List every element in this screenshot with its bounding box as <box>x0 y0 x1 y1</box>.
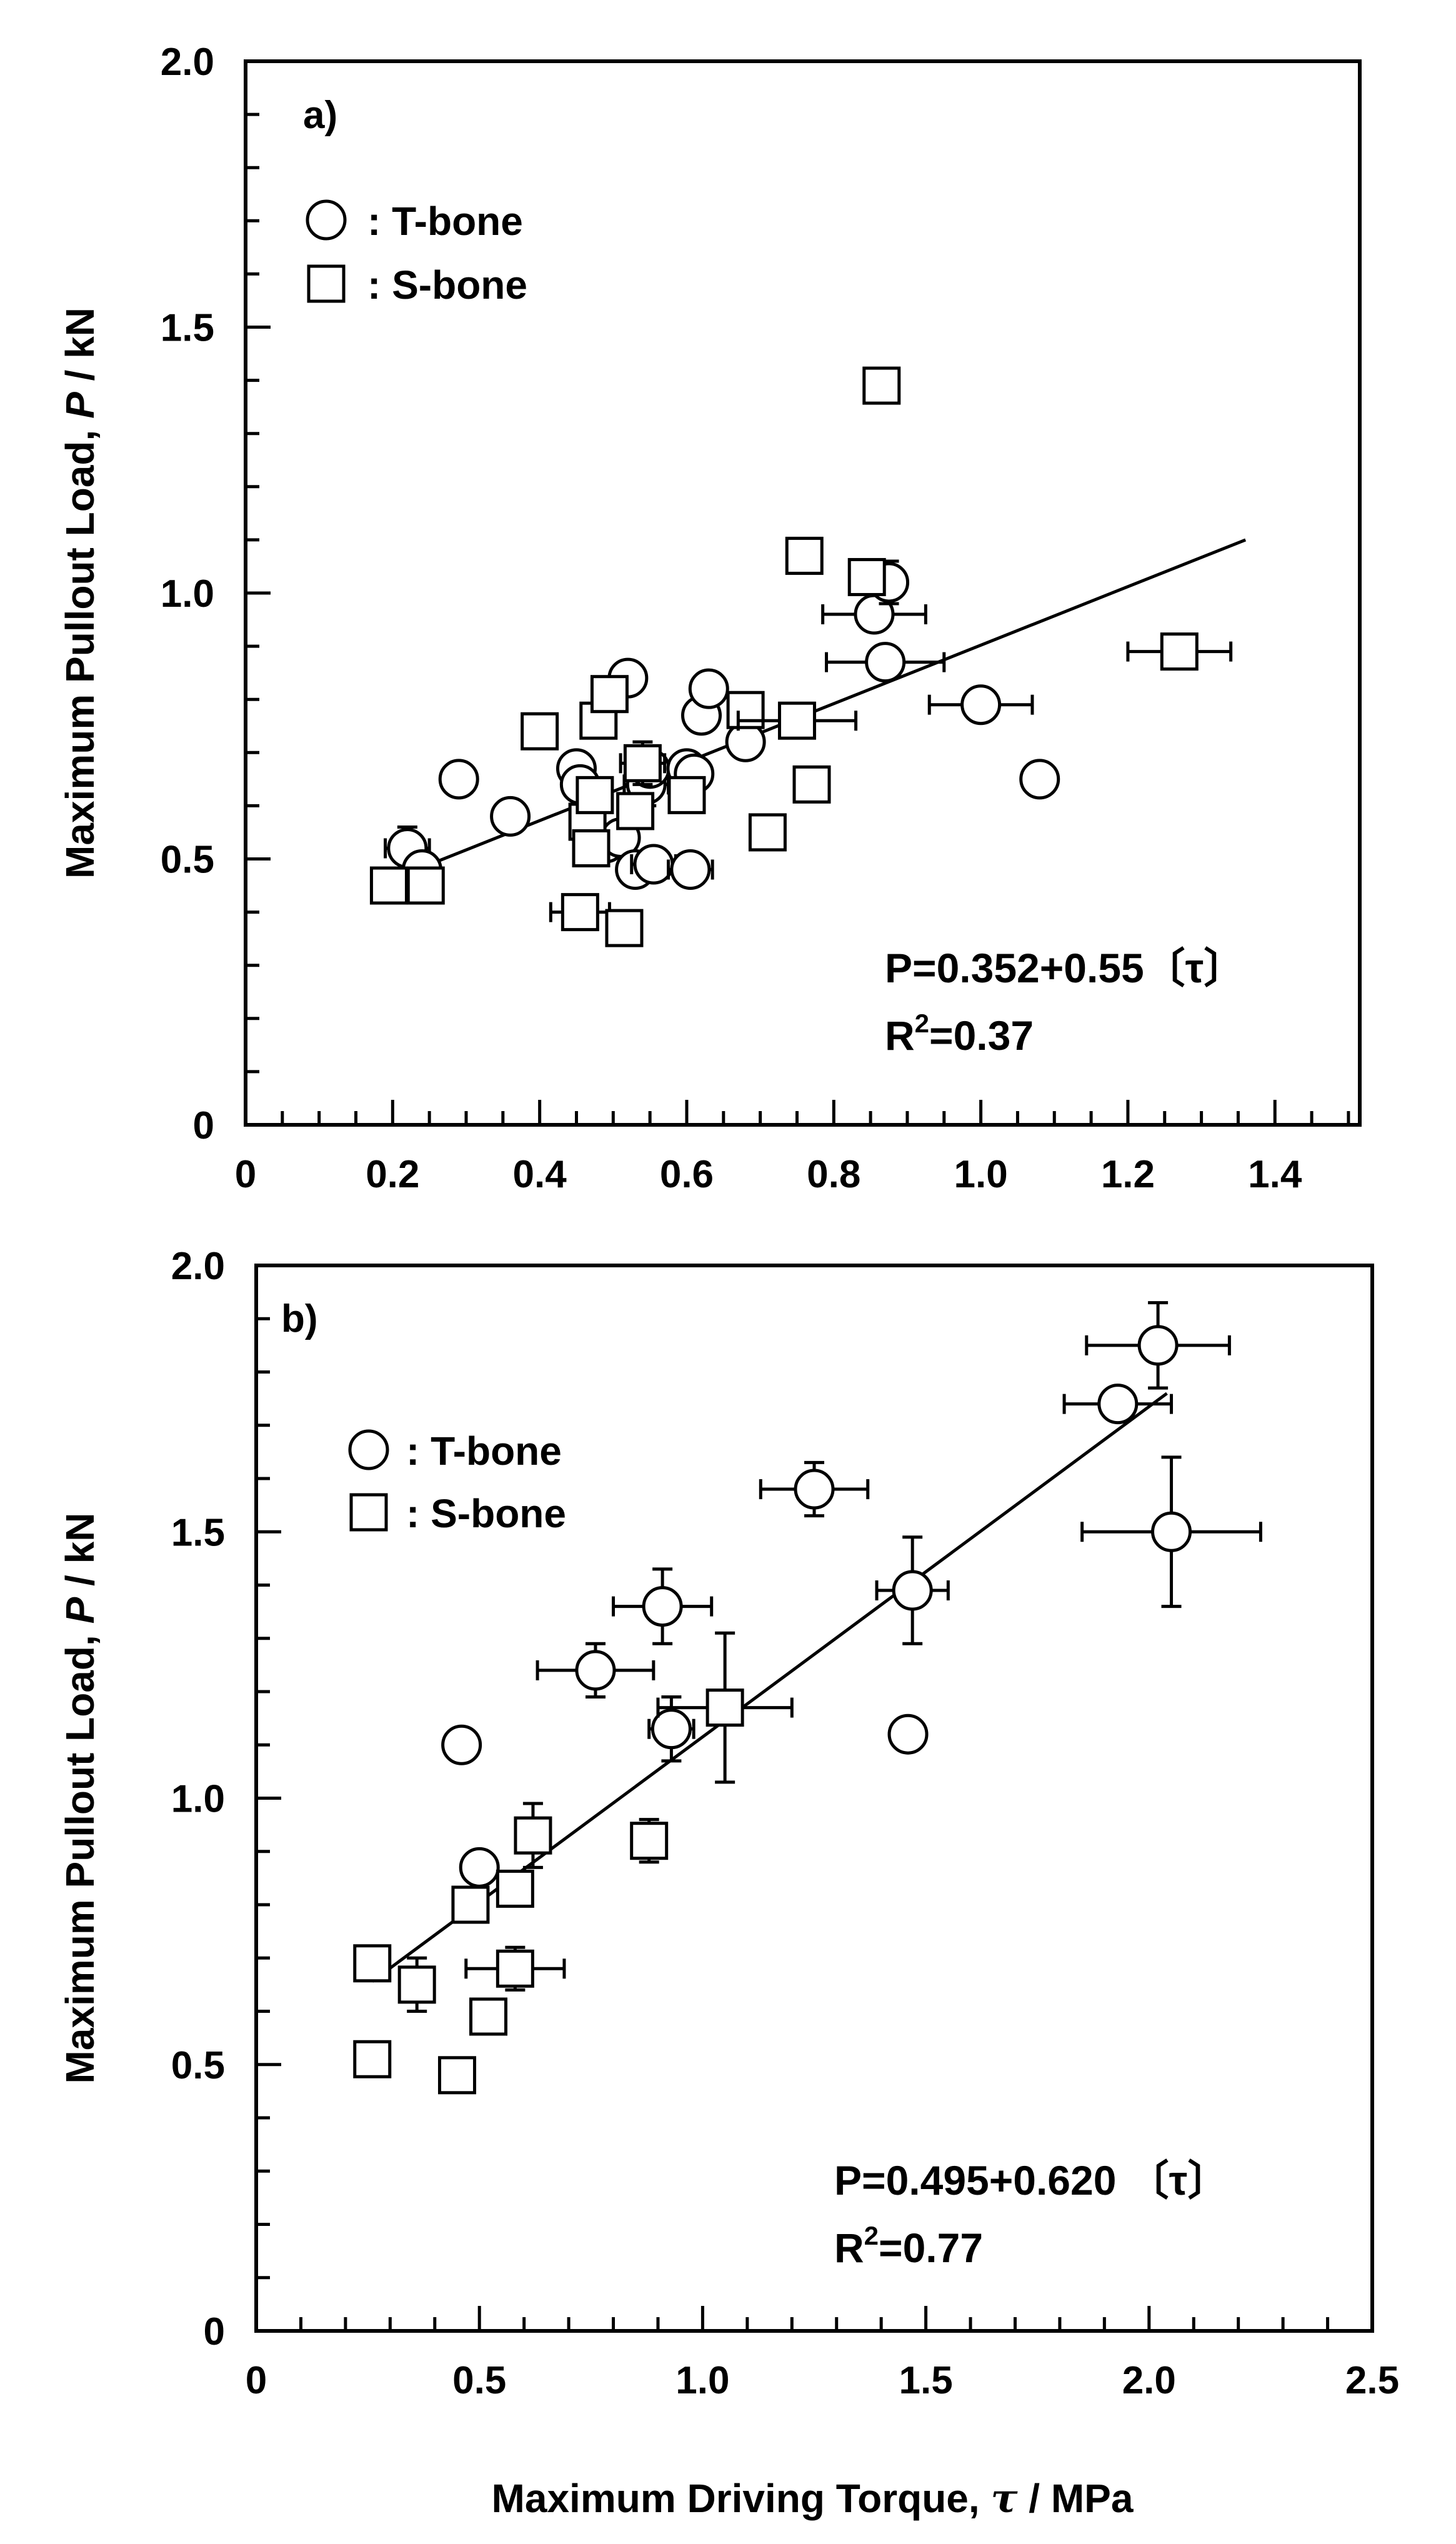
s-bone-point <box>630 1822 669 1860</box>
y-tick-label: 0 <box>204 2310 225 2353</box>
panel-b: 0 0.5 1.0 1.5 2.0 2.5 0 0.5 1.0 1.5 2.0 Maximum Pul… <box>57 1245 1399 2522</box>
panel-label: a) <box>303 94 337 137</box>
series-s-bone <box>369 366 1233 947</box>
s-bone-point <box>514 1816 552 1855</box>
x-tick-label: 1.2 <box>1101 1153 1155 1196</box>
s-bone-point <box>406 866 445 905</box>
y-tick-label: 0.5 <box>171 2044 225 2087</box>
s-bone-point <box>397 1965 436 2004</box>
s-bone-point <box>353 1944 392 1983</box>
x-tick-label: 1.0 <box>676 2359 729 2402</box>
x-tick-label: 0.2 <box>366 1153 419 1196</box>
legend-label: : S-bone <box>406 1491 566 1536</box>
y-tick-label: 0 <box>193 1104 214 1147</box>
s-bone-point <box>623 744 662 782</box>
legend-square-icon <box>349 1493 388 1532</box>
s-bone-point <box>862 366 901 405</box>
x-tick-label: 2.5 <box>1345 2359 1399 2402</box>
t-bone-point <box>865 642 906 683</box>
s-bone-point <box>590 675 629 714</box>
s-bone-point <box>496 1869 534 1908</box>
r-squared: R2=0.77 <box>834 2221 983 2271</box>
legend-label: : S-bone <box>367 262 527 307</box>
s-bone-point <box>726 691 765 729</box>
t-bone-point <box>670 849 711 890</box>
y-tick-label: 2.0 <box>161 41 214 84</box>
s-bone-point <box>469 1997 507 2036</box>
t-bone-point <box>1097 1384 1139 1425</box>
y-axis-title: Maximum Pullout Load, P / kN <box>57 1513 102 2084</box>
x-tick-label: 1.0 <box>954 1153 1007 1196</box>
s-bone-point <box>1160 632 1199 671</box>
axis-ticks <box>244 59 1350 1127</box>
t-bone-point <box>1151 1511 1192 1552</box>
x-tick-label: 0 <box>246 2359 267 2402</box>
t-bone-point <box>651 1708 692 1750</box>
y-tick-label: 1.5 <box>171 1511 225 1554</box>
regression-equation: P=0.352+0.55〔τ〕 <box>885 945 1245 991</box>
t-bone-point <box>1019 759 1060 800</box>
t-bone-point <box>960 684 1002 726</box>
s-bone-point <box>667 776 706 814</box>
t-bone-point <box>1137 1325 1179 1366</box>
s-bone-point <box>605 909 644 947</box>
t-bone-point <box>575 1650 616 1691</box>
s-bone-point <box>451 1885 490 1924</box>
s-bone-point <box>437 2056 476 2095</box>
s-bone-point <box>748 813 787 852</box>
s-bone-point <box>785 536 824 575</box>
s-bone-point <box>616 792 655 831</box>
t-bone-point <box>892 1570 933 1611</box>
legend-square-icon <box>307 264 346 303</box>
t-bone-point <box>490 796 531 837</box>
legend-circle-icon <box>306 199 347 241</box>
x-tick-label: 0.5 <box>452 2359 506 2402</box>
y-axis-title: Maximum Pullout Load, P / kN <box>57 307 102 879</box>
t-bone-point <box>459 1847 500 1888</box>
x-tick-label: 1.5 <box>899 2359 952 2402</box>
s-bone-point <box>561 893 599 932</box>
regression-line <box>392 538 1247 881</box>
s-bone-point <box>792 765 831 804</box>
series-t-bone <box>441 1301 1262 1888</box>
legend-label: : T-bone <box>406 1429 562 1474</box>
x-axis-title: Maximum Driving Torque, τ / MPa <box>492 2475 1134 2522</box>
s-bone-point <box>572 829 611 867</box>
t-bone-point <box>438 759 479 800</box>
panel-label: b) <box>281 1297 318 1340</box>
axis-ticks <box>254 1264 1374 2333</box>
legend-circle-icon <box>348 1429 389 1470</box>
regression-equation: P=0.495+0.620 〔τ〕 <box>834 2157 1229 2203</box>
s-bone-point <box>353 2040 392 2078</box>
t-bone-point <box>633 844 674 885</box>
y-tick-label: 1.0 <box>161 572 214 616</box>
y-tick-label: 1.5 <box>161 307 214 350</box>
x-tick-label: 0.8 <box>807 1153 860 1196</box>
s-bone-point <box>706 1689 744 1727</box>
s-bone-point <box>847 557 886 596</box>
x-tick-label: 1.4 <box>1248 1153 1302 1196</box>
t-bone-point <box>441 1724 482 1765</box>
x-tick-label: 0.6 <box>660 1153 714 1196</box>
y-tick-label: 0.5 <box>161 839 214 882</box>
x-tick-label: 0.4 <box>513 1153 567 1196</box>
s-bone-point <box>369 866 408 905</box>
s-bone-point <box>521 712 559 751</box>
y-tick-label: 2.0 <box>171 1245 225 1288</box>
r-squared: R2=0.37 <box>885 1009 1034 1059</box>
series-s-bone <box>353 1631 794 2095</box>
x-tick-label: 0 <box>235 1153 256 1196</box>
s-bone-point <box>777 701 816 740</box>
t-bone-point <box>688 668 729 709</box>
t-bone-point <box>794 1469 835 1510</box>
x-tick-label: 2.0 <box>1122 2359 1176 2402</box>
s-bone-point <box>576 776 614 814</box>
t-bone-point <box>642 1586 683 1627</box>
t-bone-point <box>887 1713 929 1755</box>
legend-label: : T-bone <box>367 199 523 244</box>
panel-a: 0 0.2 0.4 0.6 0.8 1.0 1.2 1.4 0 0.5 1.0 1.5 2.0 Maxim… <box>57 41 1362 1196</box>
s-bone-point <box>496 1949 534 1988</box>
y-tick-label: 1.0 <box>171 1778 225 1821</box>
